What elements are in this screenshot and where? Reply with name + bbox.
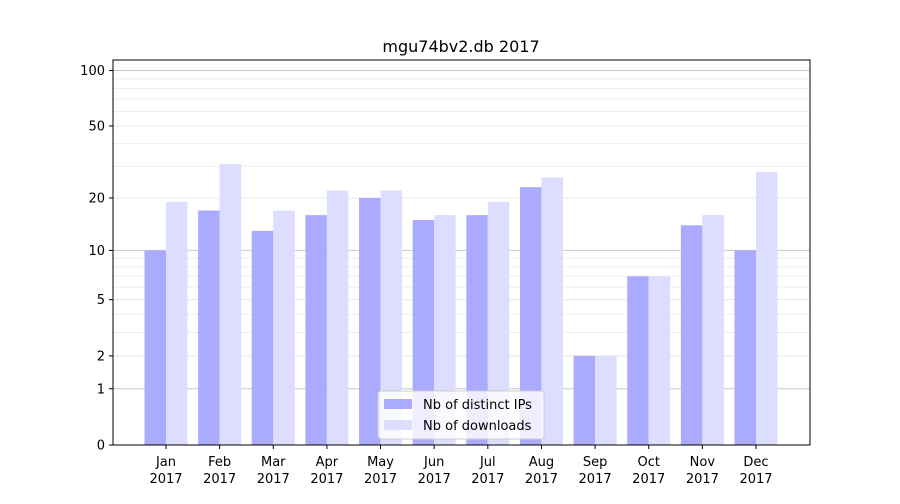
y-tick-label: 2 bbox=[97, 349, 105, 364]
bar-distinct-ips-feb bbox=[198, 210, 220, 445]
bar-distinct-ips-mar bbox=[251, 230, 274, 445]
x-tick-label: Nov bbox=[690, 455, 716, 470]
bar-downloads-aug bbox=[541, 177, 563, 445]
bar-distinct-ips-nov bbox=[680, 225, 703, 445]
x-tick-label: May bbox=[367, 455, 394, 470]
x-tick-label-year: 2017 bbox=[579, 472, 612, 487]
bar-downloads-dec bbox=[756, 171, 778, 445]
bar-downloads-may bbox=[380, 190, 403, 445]
bar-downloads-jul bbox=[487, 201, 510, 445]
legend-swatch bbox=[384, 420, 412, 430]
y-tick-label: 20 bbox=[88, 191, 105, 206]
legend: Nb of distinct IPs Nb of downloads bbox=[377, 390, 545, 440]
y-tick-label: 100 bbox=[80, 64, 105, 79]
y-tick-label: 1 bbox=[97, 382, 105, 397]
bar-downloads-jan bbox=[166, 201, 188, 445]
x-tick-label: Sep bbox=[583, 455, 608, 470]
x-tick-label: Dec bbox=[743, 455, 768, 470]
x-tick-label: Jun bbox=[423, 455, 444, 470]
x-tick-label-year: 2017 bbox=[364, 472, 397, 487]
x-tick-label-year: 2017 bbox=[203, 472, 236, 487]
bar-distinct-ips-may bbox=[359, 197, 381, 445]
bar-distinct-ips-aug bbox=[519, 187, 542, 445]
x-tick-label-year: 2017 bbox=[418, 472, 451, 487]
y-tick-label: 10 bbox=[88, 244, 105, 259]
x-tick-label: Jan bbox=[155, 455, 176, 470]
bar-distinct-ips-sep bbox=[573, 355, 596, 445]
bar-distinct-ips-oct bbox=[627, 276, 649, 445]
bar-downloads-mar bbox=[273, 210, 295, 445]
x-tick-label-year: 2017 bbox=[525, 472, 558, 487]
bar-distinct-ips-dec bbox=[734, 250, 756, 445]
x-tick-label-year: 2017 bbox=[257, 472, 290, 487]
x-tick-label-year: 2017 bbox=[739, 472, 772, 487]
chart-title: mgu74bv2.db 2017 bbox=[382, 37, 539, 56]
y-tick-label: 0 bbox=[97, 439, 105, 454]
bar-downloads-sep bbox=[595, 355, 617, 445]
bar-downloads-jun bbox=[434, 215, 456, 445]
bar-downloads-oct bbox=[648, 276, 671, 445]
x-tick-label: Aug bbox=[529, 455, 554, 470]
y-tick-label: 5 bbox=[97, 293, 105, 308]
x-tick-label: Mar bbox=[261, 455, 286, 470]
bar-distinct-ips-jun bbox=[412, 220, 435, 445]
y-tick-label: 50 bbox=[88, 119, 105, 134]
x-tick-label: Apr bbox=[316, 455, 339, 470]
plot-frame bbox=[112, 59, 811, 446]
bar-downloads-apr bbox=[326, 190, 349, 445]
x-tick-label-year: 2017 bbox=[149, 472, 182, 487]
bar-distinct-ips-apr bbox=[305, 215, 327, 445]
x-tick-label-year: 2017 bbox=[632, 472, 665, 487]
legend-label: Nb of distinct IPs bbox=[423, 398, 532, 413]
x-tick-label-year: 2017 bbox=[471, 472, 504, 487]
legend-swatch bbox=[384, 399, 412, 409]
bar-distinct-ips-jan bbox=[144, 250, 166, 445]
legend-label: Nb of downloads bbox=[423, 419, 532, 434]
x-tick-label-year: 2017 bbox=[310, 472, 343, 487]
bar-distinct-ips-jul bbox=[466, 215, 488, 445]
x-tick-label: Jul bbox=[479, 455, 496, 470]
x-tick-label: Feb bbox=[208, 455, 231, 470]
legend-box bbox=[377, 390, 545, 440]
x-tick-label-year: 2017 bbox=[686, 472, 719, 487]
bar-downloads-feb bbox=[219, 163, 242, 445]
bar-downloads-nov bbox=[702, 215, 724, 445]
x-tick-label: Oct bbox=[637, 455, 659, 470]
